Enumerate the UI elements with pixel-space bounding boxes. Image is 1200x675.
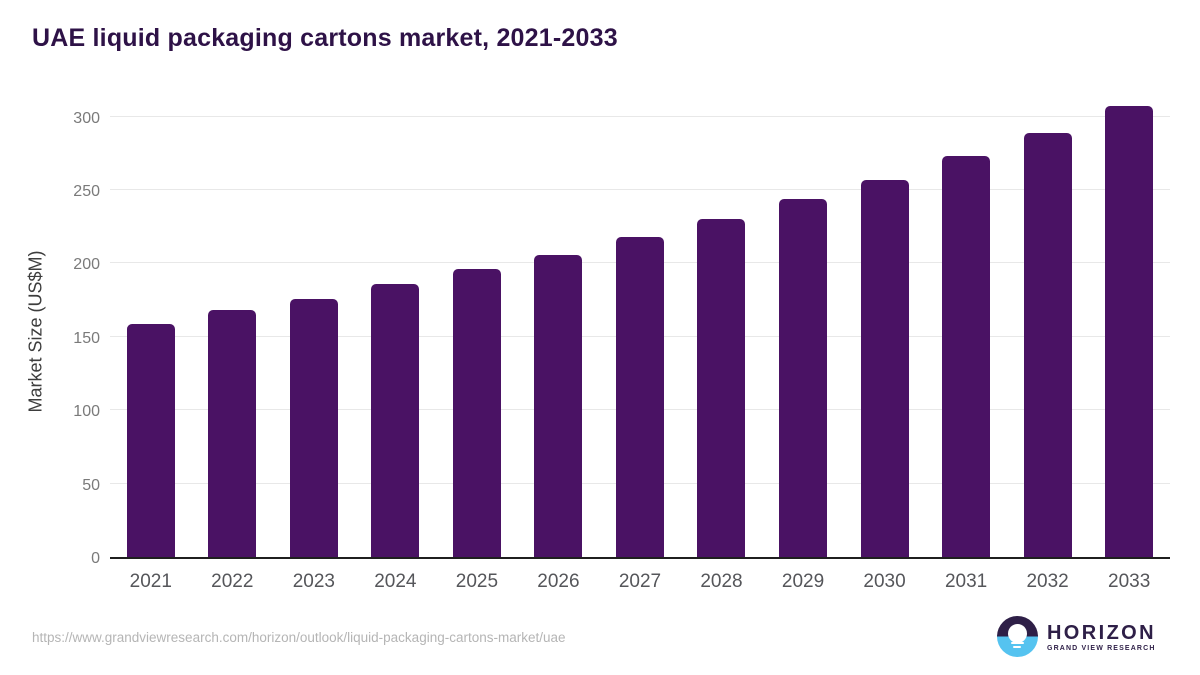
x-tick-label-2028: 2028 [700,571,743,592]
x-tick-label-2024: 2024 [374,571,417,592]
y-tick-label: 150 [73,329,100,347]
gridline-300 [110,115,1170,117]
x-tick-label-2021: 2021 [129,571,172,592]
bar-2026 [534,254,583,557]
logo-text: HORIZON GRAND VIEW RESEARCH [1047,622,1156,652]
bar-slot-2029 [762,104,844,557]
reflection-line [1013,646,1022,648]
bar-2023 [289,298,338,557]
y-tick-label: 100 [73,403,100,421]
logo-subtitle-text: GRAND VIEW RESEARCH [1046,644,1156,652]
x-tick-label-2023: 2023 [292,571,335,592]
y-tick-label: 200 [73,256,100,274]
bar-slot-2032 [1007,104,1089,557]
bar-2029 [779,198,828,557]
bar-slot-2025 [436,104,518,557]
y-tick-label: 0 [91,550,100,567]
bar-2024 [371,284,420,557]
x-tick-label-2027: 2027 [618,571,662,592]
y-axis-tick-labels: 0 50 100 150 200 250 300 [0,104,100,567]
x-tick-label-2026: 2026 [537,571,580,592]
gridline-250 [110,189,1170,191]
horizon-sun-icon [996,616,1038,657]
chart-title: UAE liquid packaging cartons market, 202… [32,24,618,52]
y-tick-label: 50 [82,476,100,494]
bar-2030 [860,179,909,557]
bar-2028 [697,219,746,557]
x-tick-label-2022: 2022 [211,571,254,592]
bar-slot-2023 [273,104,355,557]
x-tick-label-2032: 2032 [1026,571,1069,592]
y-tick-label: 300 [73,109,100,127]
bar-slot-2024 [355,104,437,557]
bar-2032 [1023,132,1072,557]
bar-2021 [126,323,175,557]
horizon-logo: HORIZON GRAND VIEW RESEARCH [996,616,1156,657]
bar-2022 [208,310,257,557]
bar-2033 [1105,106,1154,557]
bar-slot-2027 [599,104,681,557]
bar-series [110,104,1170,557]
bar-slot-2031 [925,104,1007,557]
x-tick-label-2031: 2031 [944,571,988,592]
logo-brand-text: HORIZON [1046,621,1156,644]
bar-2031 [942,156,991,557]
bar-slot-2021 [110,104,192,557]
bar-2027 [615,237,664,557]
x-axis-labels: 2021 2022 2023 2024 2025 2026 2027 2028 2029 2030… [110,571,1170,593]
x-tick-label-2033: 2033 [1108,571,1151,592]
x-tick-label-2025: 2025 [455,571,499,592]
reflection-line [1010,641,1024,644]
y-tick-label: 250 [73,183,100,201]
source-url: https://www.grandviewresearch.com/horizo… [32,630,566,645]
bar-slot-2030 [844,104,926,557]
bar-2025 [452,269,501,557]
bar-slot-2028 [681,104,763,557]
x-tick-label-2030: 2030 [863,571,906,592]
sun-circle [1007,624,1027,643]
bar-slot-2022 [192,104,274,557]
plot-area [110,104,1170,559]
bar-slot-2026 [518,104,600,557]
bar-slot-2033 [1088,104,1170,557]
x-tick-label-2029: 2029 [781,571,825,592]
